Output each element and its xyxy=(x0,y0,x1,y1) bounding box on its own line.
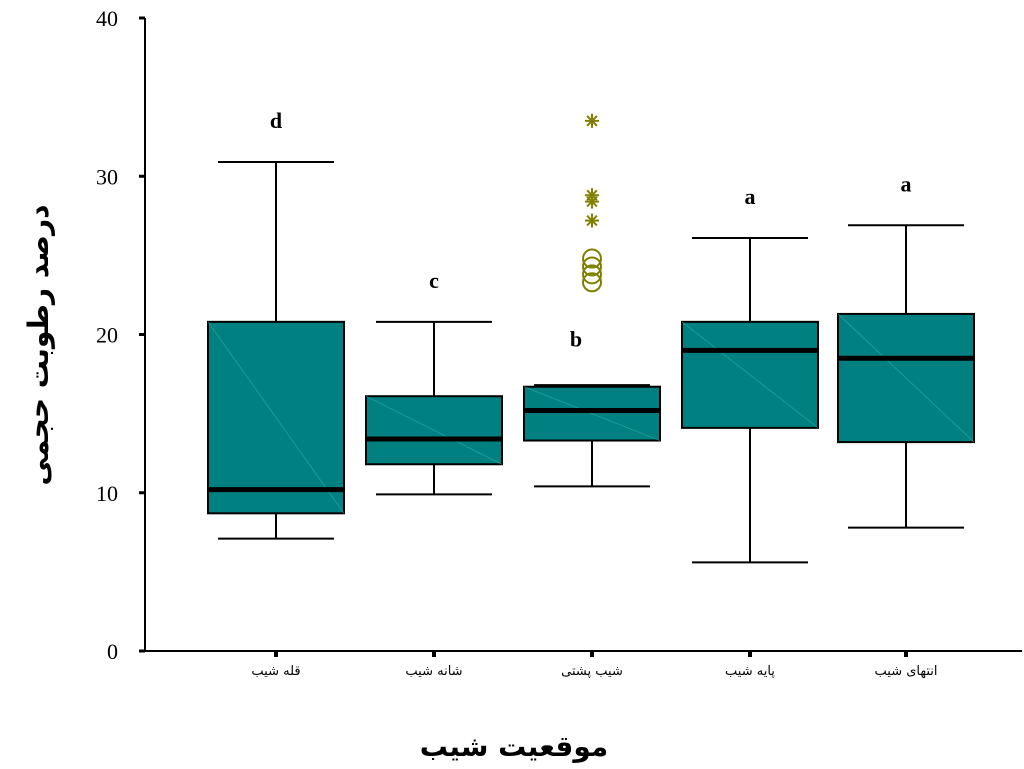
y-tick-label-30: 30 xyxy=(96,164,118,189)
outlier-2-2 xyxy=(582,256,602,277)
box-sheen-4 xyxy=(837,313,975,443)
group-letter-4: a xyxy=(901,171,912,196)
outlier-2-1 xyxy=(582,264,602,285)
plot-area: 0 10 20 30 40 d قله شیب c شانه شیب b شیب پشتی a پایه… xyxy=(96,6,1022,679)
outlier-2-0 xyxy=(582,272,602,293)
x-tick-label-1: شانه شیب xyxy=(405,664,462,679)
group-letter-3: a xyxy=(745,184,756,209)
group-letter-2: b xyxy=(570,327,582,352)
y-tick-label-10: 10 xyxy=(96,481,118,506)
y-tick-label-20: 20 xyxy=(96,323,118,348)
box-sheen-0 xyxy=(207,321,345,514)
box-sheen-2 xyxy=(523,386,661,441)
extreme-2-0 xyxy=(585,213,599,228)
y-tick-label-0: 0 xyxy=(107,639,118,664)
group-letter-1: c xyxy=(429,268,439,293)
group-letter-0: d xyxy=(270,108,282,133)
box-sheen-1 xyxy=(365,395,503,465)
x-tick-label-2: شیب پشتی xyxy=(561,664,623,679)
y-axis-title: درصد رطوبت حجمی xyxy=(22,205,55,486)
x-tick-label-3: پایه شیب xyxy=(725,664,775,679)
outlier-2-3 xyxy=(582,248,602,269)
x-tick-label-4: انتهای شیب xyxy=(875,664,938,679)
x-axis-title: موقعیت شیب xyxy=(420,730,608,763)
extreme-2-2 xyxy=(585,188,599,203)
extreme-2-3 xyxy=(585,113,599,128)
box-sheen-3 xyxy=(681,321,819,429)
y-tick-label-40: 40 xyxy=(96,6,118,31)
x-tick-label-0: قله شیب xyxy=(251,664,300,679)
